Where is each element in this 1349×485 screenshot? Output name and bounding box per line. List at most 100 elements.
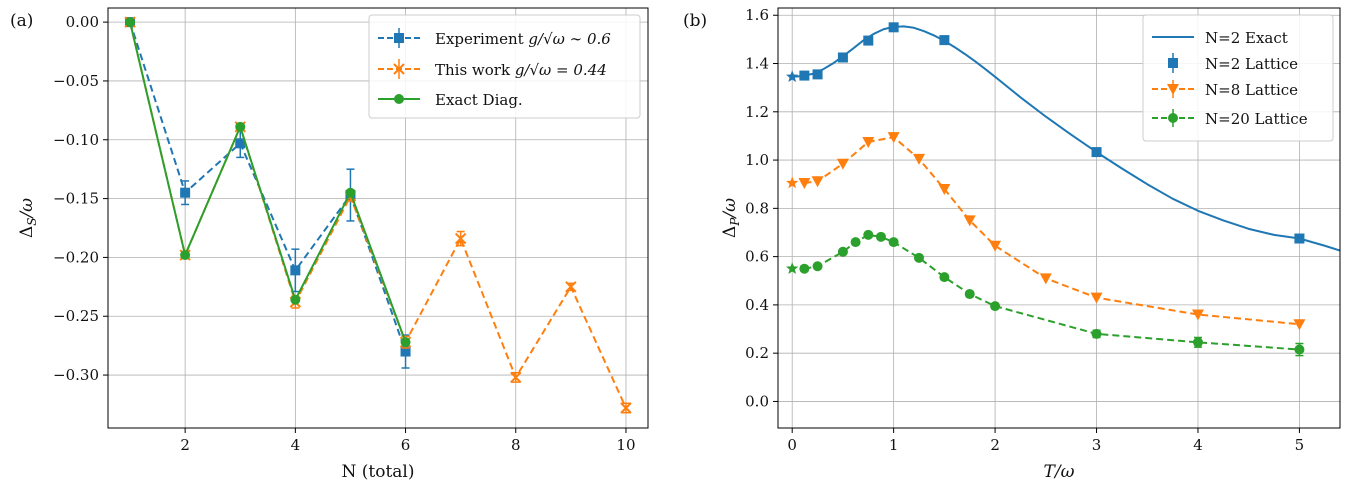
a-y-tick-label: −0.25 [53, 307, 99, 325]
marker-n-20-lattice [863, 229, 874, 240]
a-x-tick-label: 4 [291, 436, 301, 454]
marker-this-work-g-0-44 [620, 402, 632, 414]
series-n-20-lattice [786, 229, 1305, 357]
legend-a: Experiment g/√ω ∼ 0.6 This work g/√ω = 0… [368, 14, 641, 119]
plot-frame-a [107, 7, 649, 429]
series-n-2-exact [792, 25, 1341, 252]
marker-n-8-lattice [989, 240, 1002, 252]
marker-n-20-lattice [990, 301, 1001, 312]
marker-n-20-lattice [939, 272, 950, 283]
b-y-tick-label: 1.4 [745, 55, 769, 73]
marker-this-work-g-0-44 [565, 281, 577, 293]
a-y-tick-label: −0.20 [53, 248, 99, 266]
marker-n-20-lattice [837, 246, 848, 257]
y-axis-label-b: ΔP/ω [720, 198, 742, 238]
legend-entry-n2-lattice: N=2 Lattice [1168, 53, 1298, 73]
ticks-b: 0 1 2 3 4 5 0.0 0.2 0.4 0.6 0.8 1.0 1.2 1.4 1.6 [745, 6, 1304, 454]
legend-entry-n8-lattice: N=8 Lattice [1152, 80, 1298, 99]
b-x-tick-label: 3 [1092, 436, 1102, 454]
marker-n-2-lattice [837, 52, 848, 63]
marker-n-8-lattice [836, 158, 849, 170]
b-x-tick-label: 1 [889, 436, 899, 454]
b-y-tick-label: 0.8 [745, 199, 769, 217]
marker-n-20-lattice [1091, 328, 1102, 339]
marker-n-20-lattice [914, 252, 925, 263]
marker-n-2-lattice [888, 22, 899, 33]
marker-n-20-lattice [1192, 337, 1203, 348]
marker-experiment-g-0-6 [400, 346, 411, 357]
marker-this-work-g-0-44 [454, 232, 467, 245]
marker-n-20-lattice [875, 231, 886, 242]
x-axis-label-b: T/ω [1044, 462, 1075, 482]
marker-this-work-g-0-44 [510, 371, 522, 384]
b-y-tick-label: 1.6 [745, 6, 769, 24]
b-x-tick-label: 2 [990, 436, 1000, 454]
a-y-tick-label: −0.05 [53, 72, 99, 90]
marker-exact-diag [125, 17, 136, 28]
x-axis-label-a: N (total) [341, 462, 414, 482]
star-marker-n-20-lattice [786, 262, 799, 274]
marker-n-8-lattice [811, 176, 824, 188]
star-marker-n-2-lattice [786, 70, 799, 83]
y-axis-label-a: ΔS/ω [17, 198, 39, 238]
line-n-8-lattice [804, 136, 1300, 326]
marker-exact-diag [235, 121, 246, 132]
ticks-a: 2 4 6 8 10 0.00 −0.05 −0.10 −0.15 −0.20 −0.25 −0.30 [53, 13, 635, 454]
marker-n-8-lattice [1090, 292, 1103, 304]
marker-n-20-lattice [799, 263, 810, 274]
legend-label-n2-exact: N=2 Exact [1205, 29, 1288, 47]
marker-n-2-lattice [1294, 233, 1305, 244]
b-x-tick-label: 0 [787, 436, 797, 454]
b-y-tick-label: 0.2 [745, 344, 769, 362]
marker-n-2-lattice [1091, 147, 1102, 158]
a-x-tick-label: 10 [616, 436, 635, 454]
marker-n-2-lattice [939, 35, 950, 46]
b-y-tick-label: 0.4 [745, 296, 769, 314]
marker-n-8-lattice [887, 132, 900, 144]
a-y-tick-label: −0.15 [53, 190, 99, 208]
marker-n-20-lattice [1294, 344, 1305, 355]
a-y-tick-label: 0.00 [66, 13, 99, 31]
marker-n-8-lattice [938, 184, 951, 196]
marker-n-2-lattice [863, 35, 874, 46]
series-exact-diag [125, 17, 411, 348]
marker-n-20-lattice [964, 289, 975, 300]
star-marker-n-8-lattice [786, 176, 799, 189]
b-y-tick-label: 1.2 [745, 103, 769, 121]
marker-exact-diag [345, 187, 356, 198]
legend-entry-n2-exact: N=2 Exact [1152, 29, 1288, 47]
legend-label-this-work: This work g/√ω = 0.44 [435, 61, 607, 79]
a-y-tick-label: −0.10 [53, 131, 99, 149]
line-exact-diag [129, 21, 407, 343]
legend-label-n8-lattice: N=8 Lattice [1205, 81, 1298, 99]
plot-frame-b [777, 7, 1341, 429]
marker-n-8-lattice [963, 215, 976, 227]
marker-n-20-lattice [812, 261, 823, 272]
panel-a: (a) 2 4 6 8 10 0.00 −0.05 −0.10 −0.15 −0.20 −0.25 −… [10, 7, 649, 482]
marker-n-20-lattice [850, 237, 861, 248]
legend-entry-exact-diag: Exact Diag. [378, 91, 523, 109]
legend-box-a [368, 14, 641, 119]
a-y-tick-label: −0.30 [53, 366, 99, 384]
a-x-tick-label: 8 [511, 436, 521, 454]
marker-n-2-lattice [799, 70, 810, 81]
marker-experiment-g-0-6 [235, 138, 246, 149]
marker-n-8-lattice [913, 153, 926, 165]
series-n-2-lattice [786, 22, 1305, 244]
panel-label-b: (b) [683, 11, 707, 31]
b-y-tick-label: 0.6 [745, 248, 769, 266]
legend-label-exact-diag: Exact Diag. [435, 91, 523, 109]
legend-label-n2-lattice: N=2 Lattice [1205, 55, 1298, 73]
marker-n-8-lattice [862, 136, 875, 148]
b-x-tick-label: 4 [1193, 436, 1203, 454]
legend-entry-n20-lattice: N=20 Lattice [1152, 109, 1308, 128]
marker-n-8-lattice [1293, 319, 1306, 331]
panel-label-a: (a) [10, 11, 33, 31]
series-n-8-lattice [786, 132, 1306, 331]
series-experiment-g-0-6 [125, 17, 411, 369]
marker-experiment-g-0-6 [180, 187, 191, 198]
marker-n-20-lattice [888, 237, 899, 248]
line-n-2-exact [792, 25, 1341, 252]
legend-box-b [1142, 14, 1334, 142]
marker-n-8-lattice [1039, 273, 1052, 285]
